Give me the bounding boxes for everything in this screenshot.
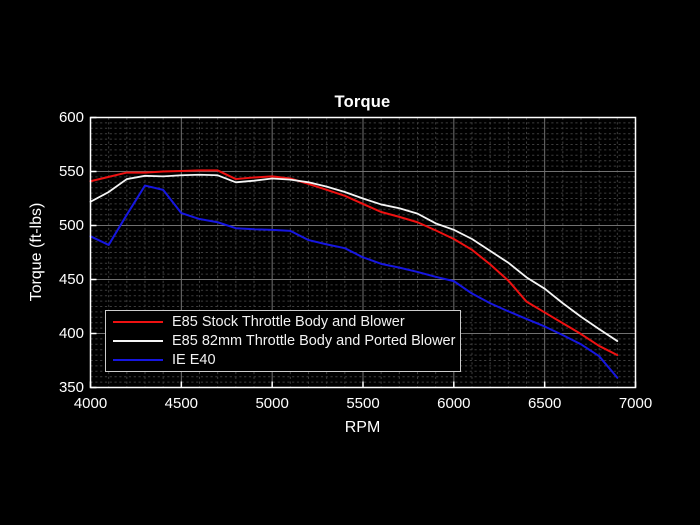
legend: E85 Stock Throttle Body and Blower E85 8…: [105, 310, 461, 372]
chart-title: Torque: [334, 93, 391, 111]
x-tick-label: 7000: [618, 395, 653, 412]
legend-item-ie-e40: IE E40: [106, 350, 460, 369]
legend-label: E85 82mm Throttle Body and Ported Blower: [172, 333, 456, 349]
x-tick-label: 4000: [73, 395, 108, 412]
x-tick-label: 6500: [527, 395, 562, 412]
x-tick-label: 4500: [164, 395, 199, 412]
legend-label: IE E40: [172, 351, 216, 368]
x-tick-label: 5000: [255, 395, 289, 412]
legend-item-e85-stock: E85 Stock Throttle Body and Blower: [106, 313, 460, 332]
series-line-e85-stock: [89, 169, 619, 357]
x-tick-label: 5500: [346, 395, 380, 412]
y-tick-label: 600: [58, 108, 84, 126]
legend-swatch-red-line: [113, 321, 163, 324]
y-tick-label: 550: [58, 162, 84, 180]
legend-swatch-white-line: [113, 340, 163, 342]
legend-item-e85-82mm: E85 82mm Throttle Body and Ported Blower: [106, 332, 460, 351]
series-line-e85-82mm: [89, 173, 619, 342]
x-axis-label: RPM: [344, 419, 381, 436]
y-tick-label: 450: [58, 270, 84, 288]
x-tick-label: 6000: [437, 395, 471, 412]
legend-label: E85 Stock Throttle Body and Blower: [172, 314, 405, 331]
series-line-ie-e40: [89, 184, 619, 379]
y-tick-label: 400: [58, 324, 84, 342]
y-tick-label: 500: [58, 216, 84, 234]
legend-swatch-blue-line: [113, 358, 163, 361]
y-tick-label: 350: [58, 378, 84, 396]
